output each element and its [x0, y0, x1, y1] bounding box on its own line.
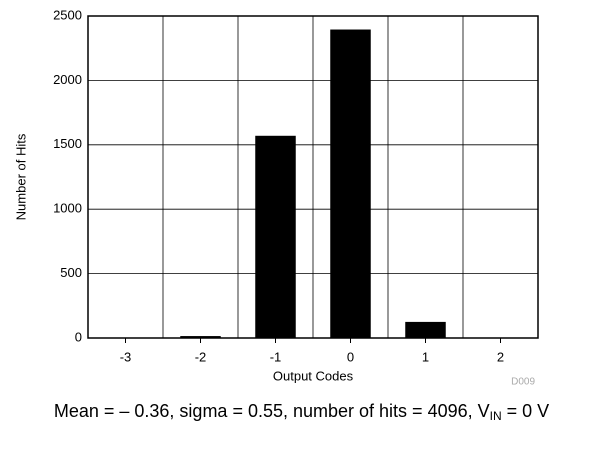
- caption-subscript: IN: [489, 409, 502, 423]
- bar: [405, 321, 446, 338]
- y-tick-label: 2500: [53, 7, 82, 22]
- y-tick-label: 1000: [53, 201, 82, 216]
- x-tick-label: -3: [120, 349, 132, 364]
- bar: [255, 135, 296, 338]
- x-tick-label: -2: [195, 349, 207, 364]
- x-axis-label: Output Codes: [273, 368, 354, 383]
- y-tick-label: 0: [75, 329, 82, 344]
- bar: [330, 29, 371, 339]
- watermark: D009: [511, 377, 535, 388]
- chart: Output Codes Number of Hits D009 0 500 100…: [13, 7, 539, 388]
- x-tick-label: -1: [270, 349, 282, 364]
- x-tick-label: 1: [422, 349, 429, 364]
- x-tick-label: 0: [347, 349, 354, 364]
- y-axis-label: Number of Hits: [13, 133, 28, 220]
- x-tick-label: 2: [497, 349, 504, 364]
- bar: [180, 336, 221, 338]
- y-tick-label: 1500: [53, 136, 82, 151]
- plot-frame: [87, 15, 539, 339]
- y-tick-label: 500: [60, 265, 82, 280]
- caption-after: = 0 V: [501, 401, 550, 421]
- y-tick-label: 2000: [53, 72, 82, 87]
- caption: Mean = – 0.36, sigma = 0.55, number of h…: [10, 398, 593, 430]
- caption-text: Mean = – 0.36, sigma = 0.55, number of h…: [53, 401, 490, 421]
